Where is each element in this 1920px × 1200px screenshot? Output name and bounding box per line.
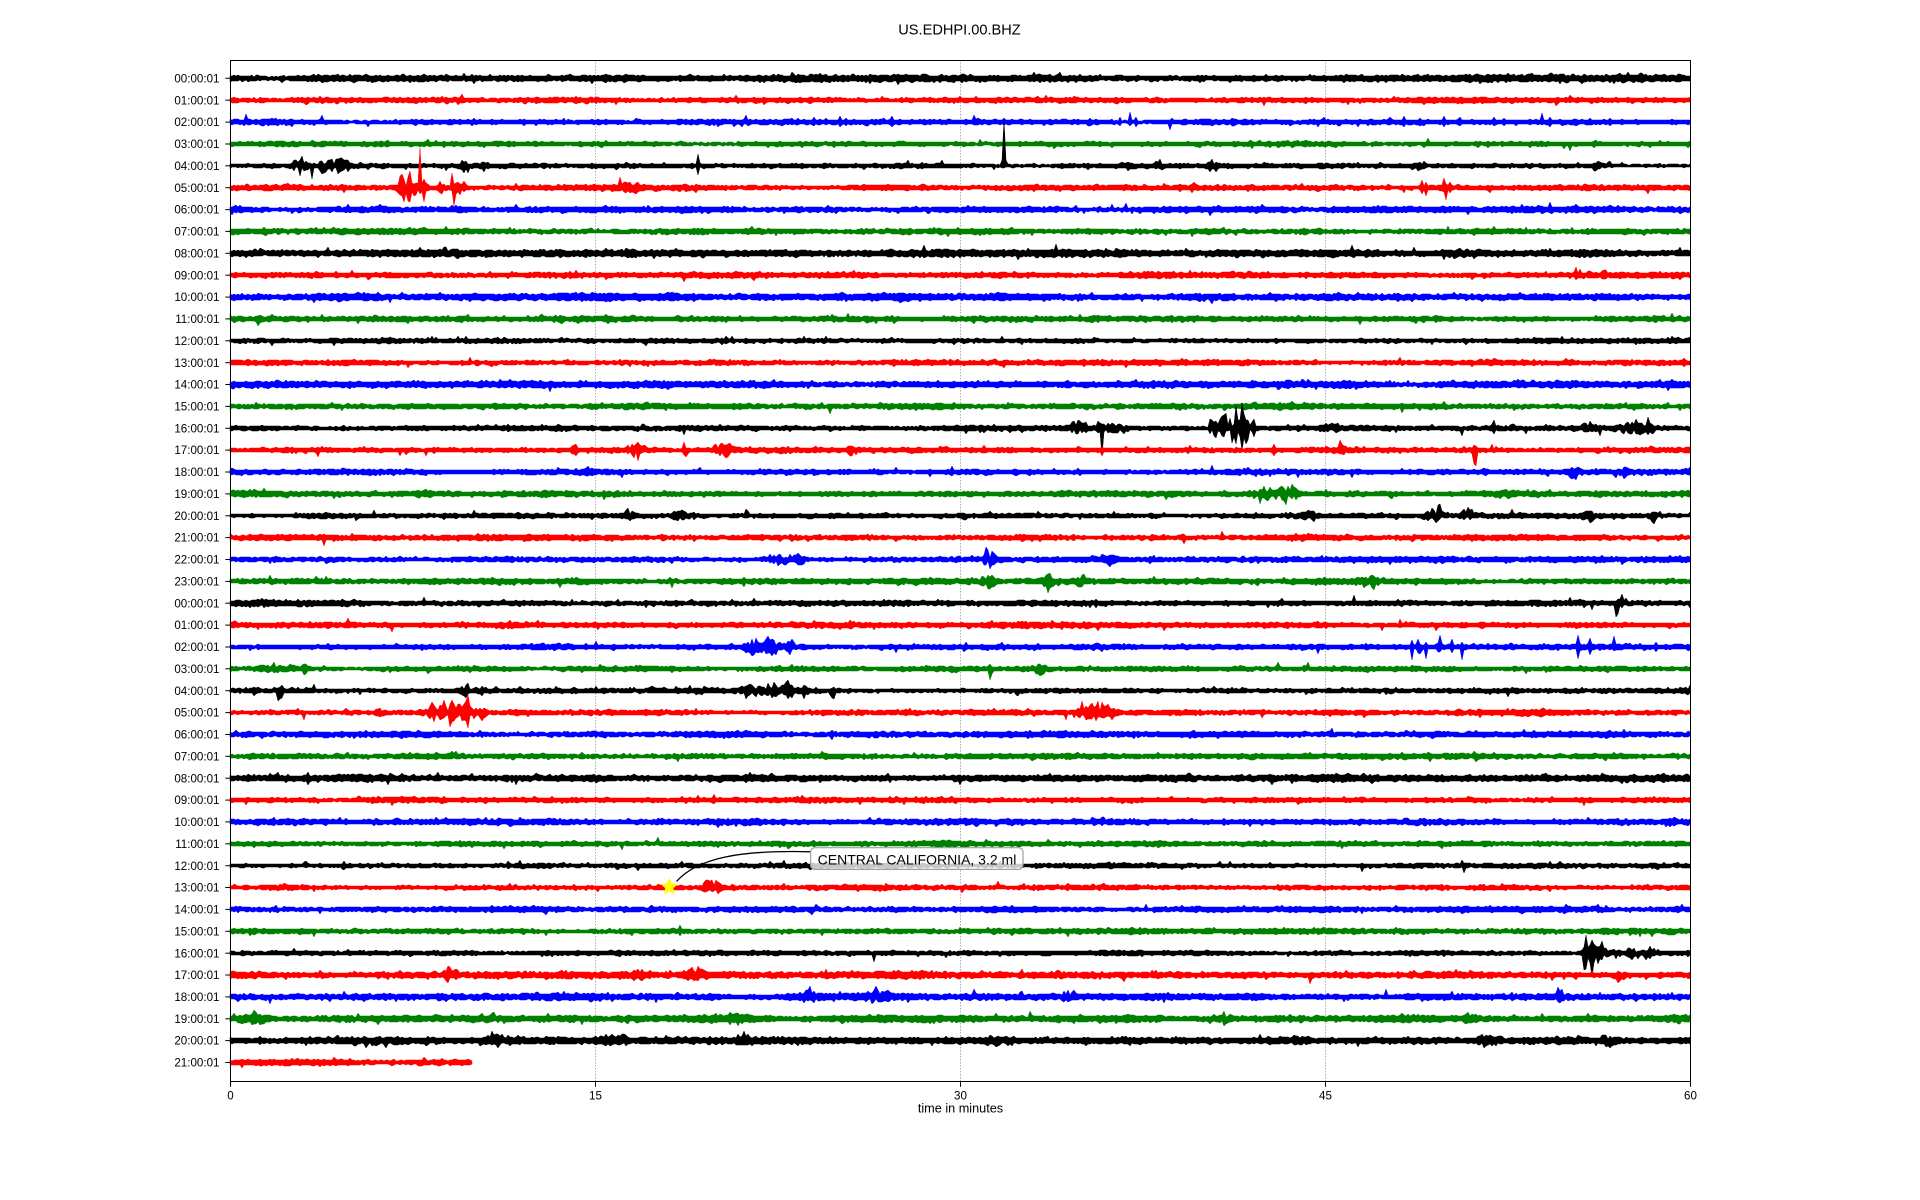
svg-text:10:00:01: 10:00:01	[174, 816, 219, 829]
svg-text:16:00:01: 16:00:01	[174, 947, 219, 960]
svg-text:13:00:01: 13:00:01	[174, 357, 219, 370]
svg-text:01:00:01: 01:00:01	[174, 94, 219, 107]
svg-text:US.EDHPI.00.BHZ: US.EDHPI.00.BHZ	[898, 23, 1021, 39]
svg-text:20:00:01: 20:00:01	[174, 1035, 219, 1048]
svg-text:08:00:01: 08:00:01	[174, 772, 219, 785]
svg-text:23:00:01: 23:00:01	[174, 576, 219, 589]
svg-text:01:00:01: 01:00:01	[174, 619, 219, 632]
svg-text:0: 0	[227, 1089, 233, 1102]
svg-text:30: 30	[954, 1089, 967, 1102]
svg-text:CENTRAL CALIFORNIA, 3.2 ml: CENTRAL CALIFORNIA, 3.2 ml	[818, 851, 1017, 867]
svg-text:14:00:01: 14:00:01	[174, 904, 219, 917]
svg-text:00:00:01: 00:00:01	[174, 72, 219, 85]
svg-text:18:00:01: 18:00:01	[174, 466, 219, 479]
svg-text:21:00:01: 21:00:01	[174, 532, 219, 545]
svg-text:06:00:01: 06:00:01	[174, 729, 219, 742]
svg-text:02:00:01: 02:00:01	[174, 641, 219, 654]
svg-text:14:00:01: 14:00:01	[174, 379, 219, 392]
svg-text:04:00:01: 04:00:01	[174, 160, 219, 173]
svg-text:03:00:01: 03:00:01	[174, 138, 219, 151]
svg-text:20:00:01: 20:00:01	[174, 510, 219, 523]
svg-text:15:00:01: 15:00:01	[174, 925, 219, 938]
svg-text:11:00:01: 11:00:01	[175, 838, 219, 851]
svg-text:19:00:01: 19:00:01	[174, 1013, 219, 1026]
svg-text:08:00:01: 08:00:01	[174, 247, 219, 260]
svg-text:21:00:01: 21:00:01	[174, 1057, 219, 1070]
svg-text:13:00:01: 13:00:01	[174, 882, 219, 895]
svg-text:17:00:01: 17:00:01	[174, 444, 219, 457]
svg-text:22:00:01: 22:00:01	[174, 554, 219, 567]
svg-text:17:00:01: 17:00:01	[174, 969, 219, 982]
svg-text:18:00:01: 18:00:01	[174, 991, 219, 1004]
svg-text:15:00:01: 15:00:01	[174, 401, 219, 414]
svg-text:02:00:01: 02:00:01	[174, 116, 219, 129]
svg-text:09:00:01: 09:00:01	[174, 794, 219, 807]
svg-text:10:00:01: 10:00:01	[174, 291, 219, 304]
svg-text:45: 45	[1319, 1089, 1332, 1102]
svg-text:07:00:01: 07:00:01	[174, 226, 219, 239]
svg-text:time in minutes: time in minutes	[918, 1102, 1003, 1116]
svg-text:06:00:01: 06:00:01	[174, 204, 219, 217]
svg-text:15: 15	[589, 1089, 602, 1102]
svg-text:11:00:01: 11:00:01	[175, 313, 219, 326]
svg-text:05:00:01: 05:00:01	[174, 182, 219, 195]
svg-text:00:00:01: 00:00:01	[174, 597, 219, 610]
svg-text:05:00:01: 05:00:01	[174, 707, 219, 720]
svg-text:12:00:01: 12:00:01	[174, 860, 219, 873]
svg-text:04:00:01: 04:00:01	[174, 685, 219, 698]
svg-text:03:00:01: 03:00:01	[174, 663, 219, 676]
svg-text:16:00:01: 16:00:01	[174, 422, 219, 435]
svg-text:09:00:01: 09:00:01	[174, 269, 219, 282]
svg-text:12:00:01: 12:00:01	[174, 335, 219, 348]
svg-text:19:00:01: 19:00:01	[174, 488, 219, 501]
svg-text:60: 60	[1684, 1089, 1697, 1102]
svg-text:07:00:01: 07:00:01	[174, 750, 219, 763]
